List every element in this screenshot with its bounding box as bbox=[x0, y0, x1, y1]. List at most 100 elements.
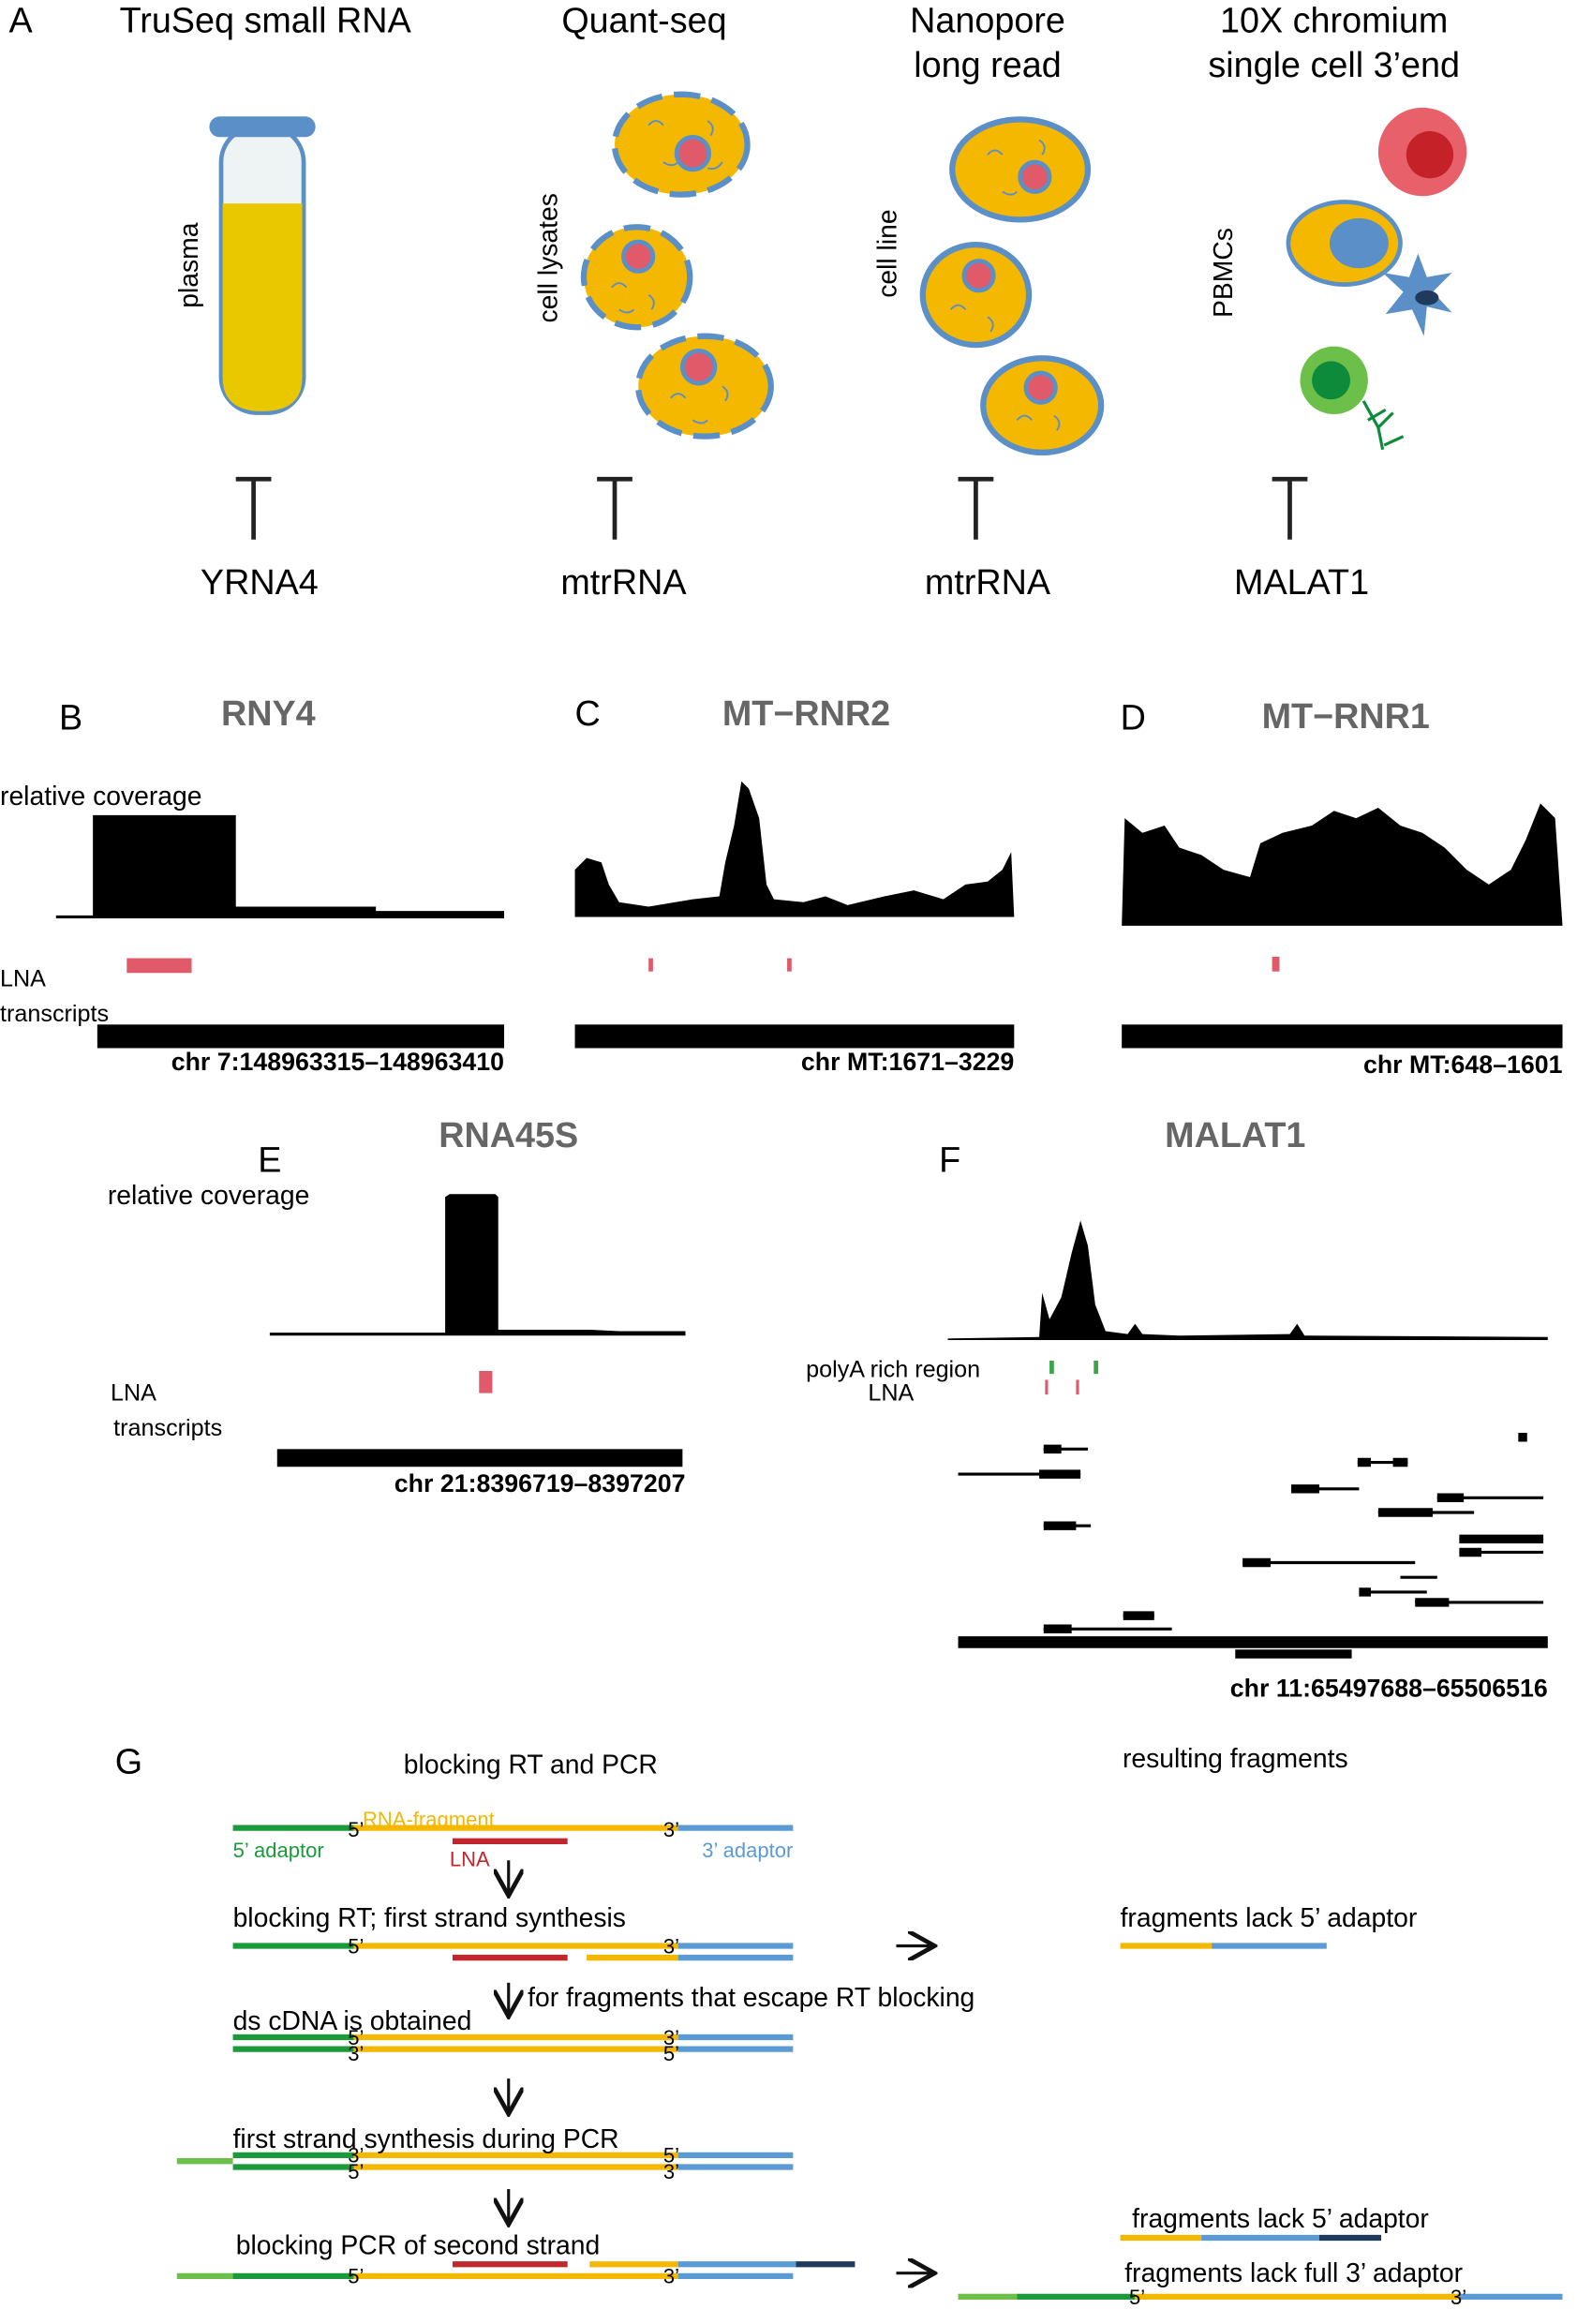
sample-label: PBMCs bbox=[1208, 228, 1238, 318]
panel-d: D MT−RNR1 chr MT:648–1601 bbox=[1121, 696, 1563, 1079]
region-label: chr 21:8396719–8397207 bbox=[394, 1469, 686, 1497]
strands-part bbox=[677, 2152, 794, 2170]
blocking-symbol bbox=[235, 476, 272, 540]
panel-label: F bbox=[939, 1140, 960, 1180]
lna-label: LNA bbox=[450, 1848, 490, 1871]
lysed-cell-part bbox=[670, 385, 729, 425]
cell bbox=[919, 241, 1033, 349]
column-title: TruSeq small RNA bbox=[120, 1, 412, 40]
coverage-track bbox=[574, 781, 1015, 917]
transcripts-label: transcripts bbox=[0, 1001, 109, 1027]
end-label: 5’ bbox=[348, 2026, 364, 2049]
lna-label: LNA bbox=[111, 1379, 156, 1406]
lna-mark bbox=[648, 958, 653, 972]
blocking-symbol bbox=[958, 476, 994, 540]
pbmc-cells bbox=[1286, 107, 1467, 451]
strands bbox=[176, 1825, 1563, 2301]
transcript-bar bbox=[1122, 1024, 1563, 1049]
end-label: 3’ bbox=[663, 2160, 679, 2183]
cell-part bbox=[919, 241, 1033, 349]
panel-g: G blocking RT and PCR resulting fragment… bbox=[115, 1741, 1563, 2309]
panel-label: C bbox=[575, 693, 601, 733]
step-label: first strand synthesis during PCR bbox=[233, 2123, 619, 2153]
section-title: resulting fragments bbox=[1123, 1743, 1348, 1773]
pbmc-cells-part bbox=[1406, 131, 1454, 179]
panel-label: G bbox=[115, 1741, 142, 1780]
cell-part bbox=[961, 259, 996, 293]
cell-part bbox=[1023, 370, 1058, 405]
end-label: 3’ bbox=[663, 2026, 679, 2049]
gene-title: MT−RNR1 bbox=[1262, 696, 1430, 736]
lysed-cell bbox=[580, 224, 693, 331]
lysed-cell-part bbox=[647, 120, 723, 171]
panel-a: A TruSeq small RNA Quant-seq Nanopore lo… bbox=[8, 1, 1467, 602]
lysed-cell-part bbox=[611, 282, 655, 314]
lysed-cell bbox=[611, 91, 751, 198]
cell-part bbox=[949, 304, 994, 333]
cell bbox=[949, 116, 1092, 223]
panel-label: D bbox=[1121, 698, 1146, 737]
gene-title: MALAT1 bbox=[1165, 1115, 1305, 1155]
column-title: Nanopore bbox=[910, 1, 1065, 40]
panel-c: C MT−RNR2 chr MT:1671–3229 bbox=[574, 693, 1015, 1076]
gene-title: MT−RNR2 bbox=[722, 693, 890, 733]
region-label: chr MT:1671–3229 bbox=[801, 1048, 1014, 1076]
target-label: mtrRNA bbox=[925, 562, 1051, 602]
transcript-models-part bbox=[958, 1636, 1548, 1648]
transcript-bar bbox=[276, 1449, 683, 1467]
pbmc-cells-part bbox=[1415, 290, 1439, 305]
panel-label: B bbox=[59, 698, 82, 737]
lysed-cell-part bbox=[621, 239, 656, 274]
region-label: chr MT:648–1601 bbox=[1363, 1050, 1563, 1079]
polya-label: polyA rich region bbox=[806, 1356, 980, 1382]
end-label: 5’ bbox=[663, 2042, 679, 2065]
panel-label: A bbox=[8, 1, 33, 40]
panel-f: F MALAT1 polyA rich region LNA chr 11:65… bbox=[806, 1115, 1548, 1703]
strands-part bbox=[232, 2152, 354, 2170]
column-title: single cell 3’end bbox=[1208, 45, 1460, 84]
region-label: chr 7:148963315–148963410 bbox=[171, 1048, 504, 1076]
plasma-fill bbox=[222, 203, 303, 411]
adaptor-label: 5’ adaptor bbox=[233, 1839, 324, 1862]
lna-mark bbox=[1045, 1379, 1049, 1395]
polya-mark bbox=[1049, 1360, 1054, 1375]
arrows bbox=[509, 1860, 931, 2272]
end-label: 5’ bbox=[348, 1934, 364, 1958]
coverage-track bbox=[269, 1194, 686, 1334]
lysed-cell-part bbox=[680, 349, 718, 386]
coverage-track bbox=[1122, 803, 1563, 926]
pbmc-cells-part bbox=[1312, 361, 1350, 400]
transcript-models-part bbox=[1039, 1433, 1544, 1659]
end-label: 3’ bbox=[663, 1934, 679, 1958]
coverage-label: relative coverage bbox=[0, 781, 201, 811]
blocking-symbol bbox=[1272, 476, 1308, 540]
cell-part bbox=[980, 355, 1105, 456]
end-label: 5’ bbox=[1129, 2286, 1145, 2309]
step-label: blocking PCR of second strand bbox=[236, 2229, 601, 2259]
lna-mark bbox=[126, 958, 192, 974]
adaptor-label: 3’ adaptor bbox=[702, 1839, 793, 1862]
lna-mark bbox=[787, 958, 792, 972]
cell-part bbox=[1018, 159, 1052, 194]
end-label: 3’ bbox=[1451, 2286, 1466, 2309]
end-label: 5’ bbox=[663, 2144, 679, 2168]
pbmc-cells-part bbox=[1361, 400, 1405, 451]
transcript-bar bbox=[574, 1024, 1015, 1049]
step-label: for fragments that escape RT blocking bbox=[528, 1982, 975, 2012]
transcripts-label: transcripts bbox=[113, 1415, 222, 1441]
end-label: 5’ bbox=[348, 2265, 364, 2288]
transcript-models bbox=[958, 1433, 1548, 1659]
coverage-track bbox=[55, 814, 505, 917]
gene-title: RNA45S bbox=[439, 1115, 578, 1155]
blocking-symbol bbox=[597, 476, 632, 540]
lna-mark bbox=[479, 1370, 493, 1393]
cell-part bbox=[1016, 414, 1061, 431]
lna-mark bbox=[1272, 956, 1280, 972]
cell-part bbox=[987, 139, 1046, 196]
lna-label: LNA bbox=[0, 965, 46, 991]
column-title: long read bbox=[914, 45, 1061, 84]
polya-mark bbox=[1094, 1360, 1098, 1375]
strands-part bbox=[353, 2152, 678, 2170]
panel-e: E RNA45S relative coverage LNA transcrip… bbox=[108, 1115, 686, 1497]
panel-b: B RNY4 relative coverage LNA transcripts… bbox=[0, 693, 505, 1076]
